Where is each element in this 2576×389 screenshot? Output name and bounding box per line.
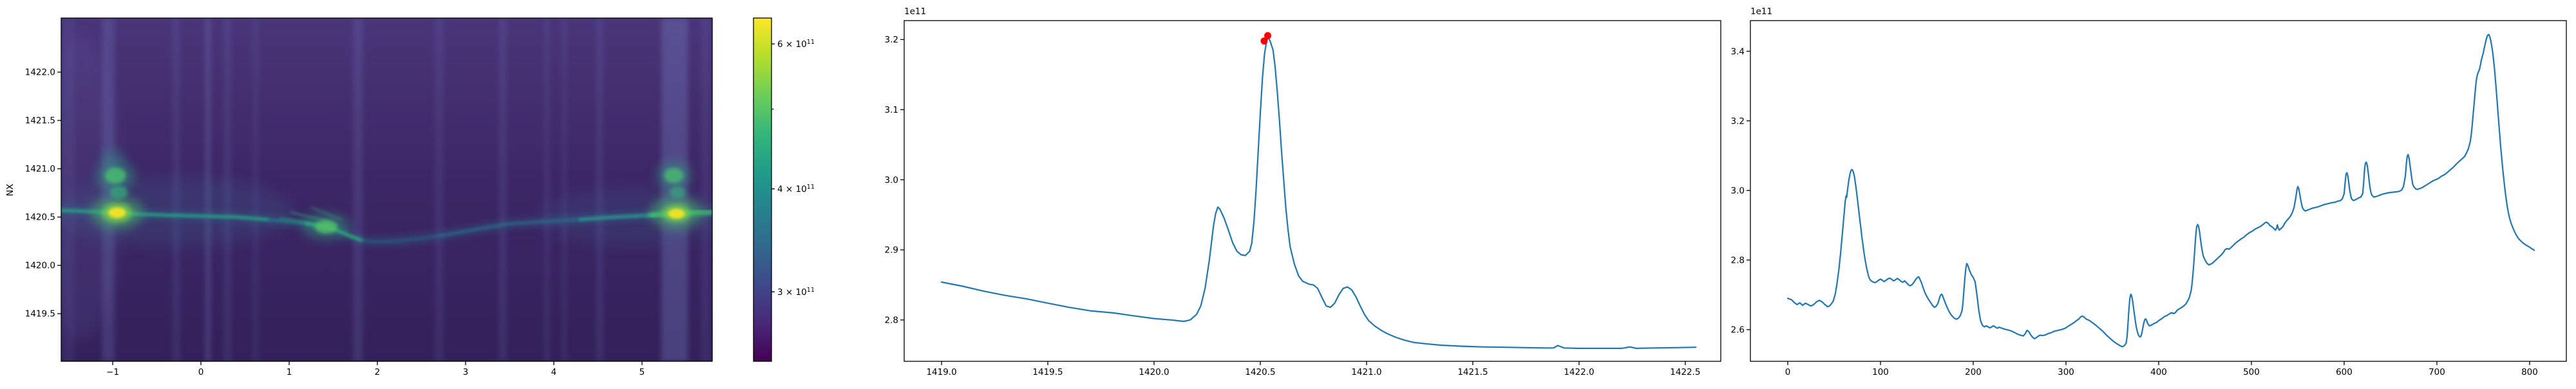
spectrum-zoom-line (941, 37, 1697, 349)
offset-exponent-label-full: 1e11 (1750, 6, 1772, 17)
heatmap-ridge (265, 218, 308, 225)
spectrum-full-line (1786, 33, 2535, 348)
axes-frame (904, 20, 1721, 362)
y-tick-label: 3.2 (1731, 116, 1745, 126)
axes-frame (1750, 20, 2567, 362)
peak-marker (1264, 32, 1272, 39)
x-tick-label: 300 (2058, 367, 2074, 377)
y-tick-label: 2.8 (1731, 255, 1745, 265)
y-tick-label: 3.1 (885, 105, 898, 115)
y-tick-label: 1421.5 (25, 116, 55, 126)
heatmap-vertical-band (701, 18, 710, 361)
x-tick-label: 1419.5 (1032, 367, 1063, 377)
x-tick-label: 0 (198, 367, 204, 377)
heatmap-blob (109, 185, 128, 200)
heatmap-blob (669, 186, 686, 199)
x-tick-label: 1422.5 (1670, 367, 1700, 377)
heatmap-vertical-band (498, 18, 507, 361)
y-tick-label: 3.2 (885, 35, 898, 45)
axes-frame (61, 17, 713, 362)
heatmap-blob (314, 220, 338, 234)
x-tick-label: 3 (463, 367, 469, 377)
x-tick-label: 0 (1785, 367, 1791, 377)
peak-marker (1260, 37, 1268, 45)
heatmap-plot: NX −1 0 1 2 3 4 5 1419.5 1420.0 1420.5 1421.0 1421.… (5, 17, 713, 377)
heatmap-blob (108, 207, 126, 218)
heatmap-vertical-band (353, 18, 363, 361)
x-tick-label: 1420.5 (1245, 367, 1275, 377)
x-tick-label: 4 (551, 367, 557, 377)
heatmap-vertical-band (544, 18, 550, 361)
colorbar-tick-label: 4 × 1011 (777, 184, 815, 194)
heatmap-blob (664, 167, 684, 184)
y-tick-label: 3.4 (1731, 46, 1745, 57)
heatmap-ridge (437, 218, 582, 238)
spectrum-zoom-plot: 1e11 1419.0 1419.5 1420.0 1420.5 1421.0 1421.… (885, 6, 1721, 377)
offset-exponent-label-zoom: 1e11 (904, 6, 926, 17)
x-tick-label: 200 (1965, 367, 1982, 377)
x-tick-label: −1 (106, 367, 119, 377)
colorbar-bar (753, 18, 772, 361)
x-tick-label: 400 (2150, 367, 2167, 377)
heatmap-blob (100, 147, 126, 167)
x-tick-label: 700 (2429, 367, 2445, 377)
y-tick-label: 1422.0 (25, 68, 55, 78)
y-tick-label: 1421.0 (25, 164, 55, 175)
y-tick-label: 1420.5 (25, 213, 55, 223)
heatmap-blob (104, 167, 126, 184)
colorbar: 6 × 1011 4 × 1011 3 × 1011 (753, 17, 815, 362)
y-tick-label: 3.0 (1731, 185, 1745, 196)
colorbar-tick-label: 6 × 1011 (777, 39, 815, 50)
x-tick-label: 1420.0 (1139, 367, 1169, 377)
x-tick-label: 1 (287, 367, 292, 377)
x-tick-label: 500 (2243, 367, 2260, 377)
x-tick-label: 1419.0 (926, 367, 956, 377)
heatmap-vertical-band (562, 18, 567, 361)
y-tick-label: 2.9 (885, 245, 898, 256)
heatmap-y-axis-label: NX (5, 184, 15, 196)
y-tick-label: 1420.0 (25, 261, 55, 271)
x-tick-label: 600 (2336, 367, 2353, 377)
colorbar-tick-label: 3 × 1011 (777, 287, 815, 298)
y-tick-label: 2.6 (1731, 325, 1745, 336)
y-tick-label: 2.8 (885, 315, 898, 325)
spectrum-full-plot: 1e11 0 100 200 300 400 500 600 700 800 2.6 2.8 3.0 3… (1731, 6, 2567, 377)
x-tick-label: 100 (1872, 367, 1889, 377)
heatmap-image (61, 18, 712, 361)
x-tick-label: 5 (639, 367, 645, 377)
heatmap-blob (668, 209, 685, 219)
heatmap-ridge (360, 234, 440, 243)
x-tick-label: 2 (375, 367, 381, 377)
x-tick-label: 1422.0 (1564, 367, 1594, 377)
y-tick-label: 3.0 (885, 175, 898, 185)
colorbar-frame (753, 17, 772, 362)
heatmap-vertical-band (435, 18, 444, 361)
heatmap-vertical-band (596, 18, 603, 361)
y-tick-label: 1419.5 (25, 309, 55, 319)
x-tick-label: 800 (2521, 367, 2538, 377)
x-tick-label: 1421.0 (1351, 367, 1381, 377)
heatmap-haze (61, 33, 122, 343)
x-tick-label: 1421.5 (1457, 367, 1488, 377)
heatmap-ridge (578, 213, 658, 222)
